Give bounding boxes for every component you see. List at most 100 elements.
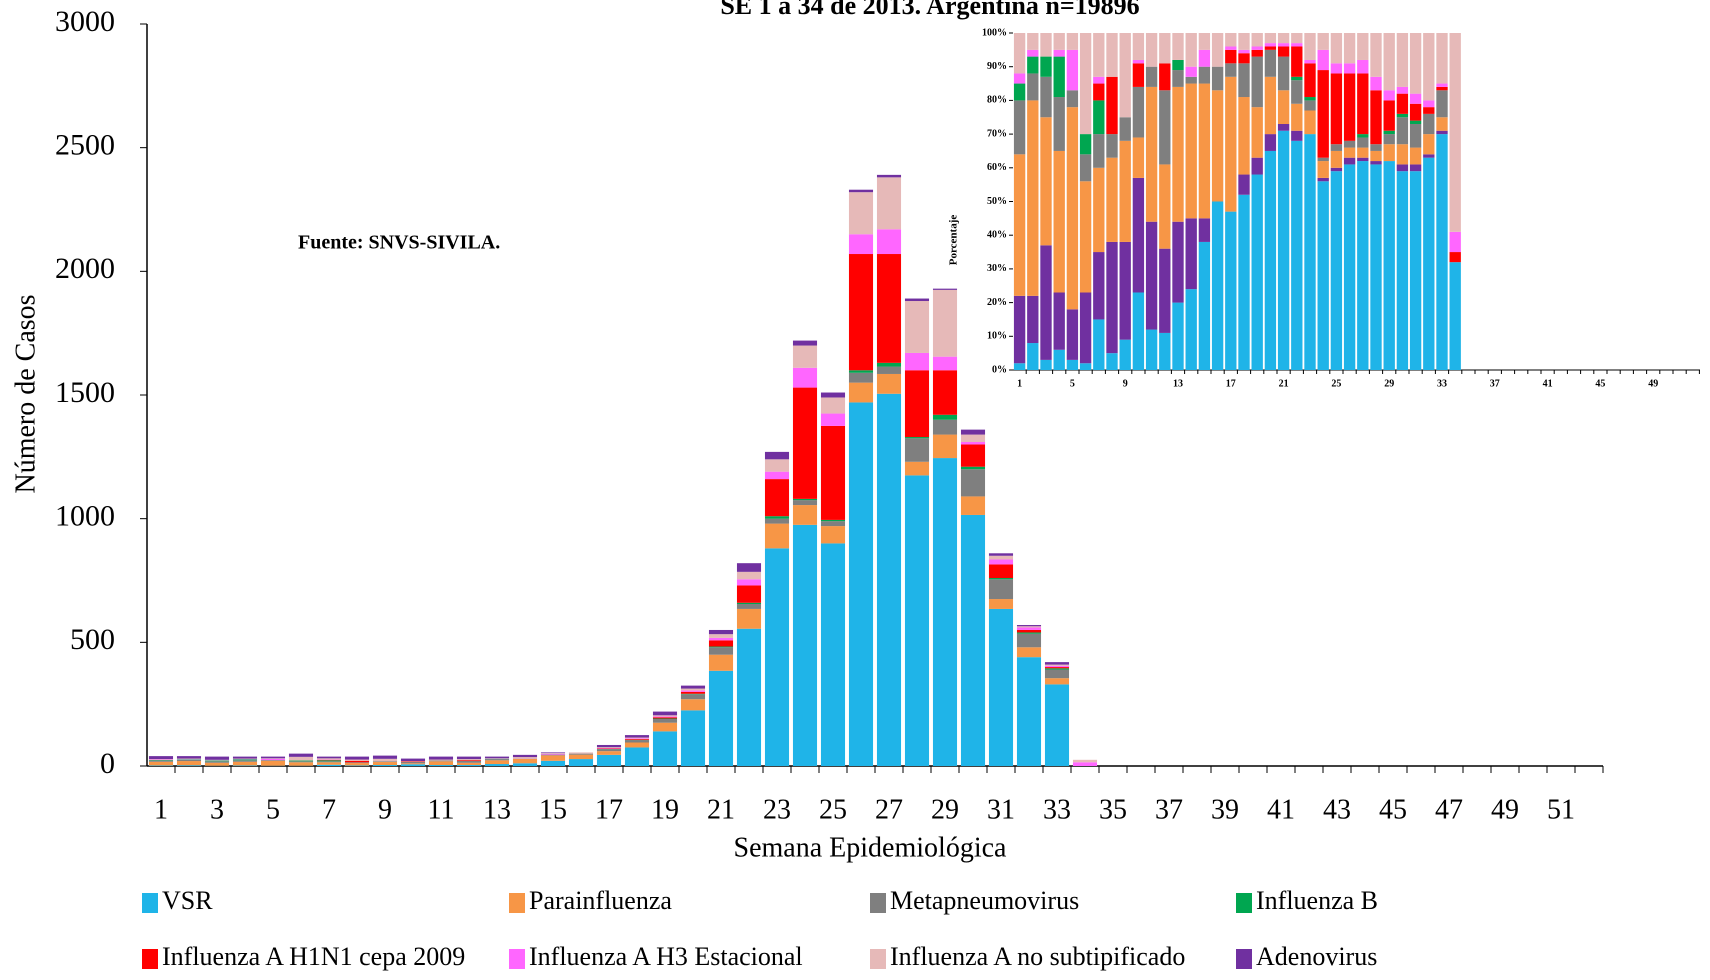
bar-segment [1409, 123, 1422, 148]
bar-segment [512, 758, 538, 764]
bar-segment [652, 711, 678, 716]
x-tick-label: 17 [595, 794, 623, 825]
x-tick-label: 5 [266, 794, 280, 825]
x-tick-label: 19 [651, 794, 679, 825]
bar-segment [1079, 363, 1092, 370]
bar-segment [904, 475, 930, 766]
bar-segment [372, 758, 398, 762]
bar-segment [1449, 262, 1461, 370]
bar-segment [1277, 56, 1290, 91]
bar-segment [1357, 59, 1369, 74]
legend-swatch [509, 949, 525, 969]
x-tick-label: 17 [1226, 378, 1236, 389]
chart-title: SE 1 a 34 de 2013. Argentina n=19896 [720, 0, 1139, 20]
bar-segment [1106, 76, 1118, 135]
x-tick-label: 7 [322, 794, 336, 825]
y-tick-label: 80% [987, 95, 1007, 106]
bar-segment [540, 752, 566, 754]
x-tick-label: 49 [1648, 378, 1658, 389]
bar-segment [988, 555, 1014, 560]
bar-segment [1370, 76, 1382, 91]
bar-segment [1132, 63, 1145, 87]
bar-segment [204, 762, 230, 766]
bar-segment [1304, 33, 1316, 60]
bar-segment [372, 761, 398, 763]
bar-segment [1013, 33, 1026, 74]
bar-segment [596, 744, 622, 748]
bar-segment [624, 742, 650, 748]
bar-segment [1044, 684, 1070, 766]
bar-segment [1436, 130, 1448, 135]
bar-segment [316, 760, 342, 762]
y-tick-label: 90% [987, 61, 1007, 72]
bar-segment [1106, 157, 1118, 242]
bar-segment [1211, 90, 1224, 202]
bar-segment [1013, 363, 1026, 370]
bar-segment [316, 758, 342, 760]
bar-segment [1396, 113, 1409, 118]
legend-swatch [509, 893, 525, 913]
y-axis-label: Número de Casos [10, 294, 41, 493]
x-tick-label: 21 [707, 794, 735, 825]
bar-segment [820, 397, 846, 414]
bar-segment [1185, 218, 1197, 290]
bar-segment [1277, 46, 1290, 57]
bar-segment [1132, 292, 1145, 370]
bar-segment [316, 761, 342, 763]
bar-segment [1106, 134, 1118, 158]
bar-segment [484, 756, 510, 759]
bar-segment [596, 747, 622, 748]
bar-segment [1264, 33, 1277, 44]
bar-segment [232, 756, 258, 759]
bar-segment [1291, 140, 1303, 370]
bar-segment [1040, 359, 1052, 370]
bar-segment [764, 471, 790, 480]
bar-segment [988, 553, 1014, 556]
bar-segment [1357, 73, 1369, 135]
bar-segment [1277, 123, 1290, 131]
bar-segment [792, 345, 818, 368]
bar-segment [1079, 292, 1092, 364]
bar-segment [1449, 231, 1461, 253]
bar-segment [1317, 157, 1329, 162]
bar-segment [1370, 33, 1382, 77]
bar-segment [652, 731, 678, 766]
bar-segment [1449, 33, 1461, 232]
bar-segment [1357, 161, 1369, 370]
bar-segment [1251, 107, 1263, 158]
bar-segment [736, 571, 762, 580]
bar-segment [932, 434, 958, 459]
bar-segment [680, 688, 706, 691]
bar-segment [792, 500, 818, 506]
bar-segment [932, 458, 958, 766]
bar-segment [1040, 117, 1052, 246]
bar-segment [1172, 59, 1184, 71]
bar-segment [1238, 97, 1250, 175]
bar-segment [1013, 83, 1026, 101]
bar-segment [456, 760, 482, 761]
bar-segment [792, 387, 818, 499]
y-tick-label: 2500 [55, 129, 115, 162]
bar-segment [1040, 33, 1052, 57]
bar-segment [1449, 252, 1461, 263]
bar-segment [1198, 49, 1211, 67]
bar-segment [1040, 245, 1052, 360]
bar-segment [764, 459, 790, 472]
bar-segment [932, 419, 958, 435]
bar-segment [1225, 211, 1237, 370]
bar-segment [288, 762, 314, 766]
y-tick-label: 1000 [55, 500, 115, 533]
bar-segment [1396, 117, 1409, 145]
bar-segment [1198, 83, 1211, 219]
bar-segment [1044, 669, 1070, 679]
bar-segment [1132, 59, 1145, 64]
bar-segment [848, 234, 874, 255]
bar-segment [1053, 150, 1065, 293]
bar-segment [540, 754, 566, 756]
bar-segment [1317, 177, 1329, 182]
x-tick-label: 39 [1211, 794, 1239, 825]
bar-segment [428, 756, 454, 760]
bar-segment [932, 370, 958, 415]
bar-segment [652, 717, 678, 719]
y-tick-label: 10% [987, 331, 1007, 342]
